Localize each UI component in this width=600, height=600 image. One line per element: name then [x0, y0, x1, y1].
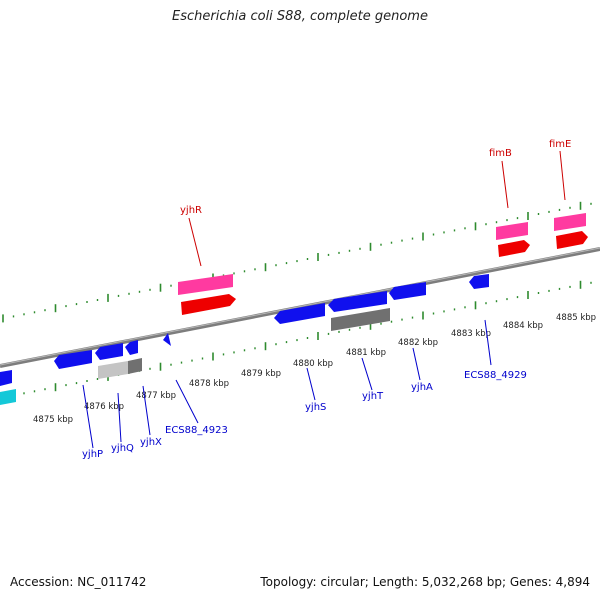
forward-gene-labels: yjhR fimB fimE	[180, 139, 571, 267]
gene-arrow-yjhX[interactable]	[125, 340, 138, 355]
gene-arrow-ECS88_4923[interactable]	[163, 333, 171, 346]
kbp-label: 4878 kbp	[189, 379, 229, 389]
pseudo-gene-yjhX[interactable]	[128, 358, 142, 374]
leader-line-yjhT	[361, 357, 373, 391]
kbp-label: 4877 kbp	[136, 391, 176, 401]
gene-label-yjhQ[interactable]: yjhQ	[111, 443, 134, 454]
kbp-label: 4883 kbp	[451, 329, 491, 339]
gene-arrow-fimB[interactable]	[498, 240, 530, 257]
gene-arrow-yjhP[interactable]	[54, 350, 92, 369]
lower-tick-track	[2, 280, 592, 402]
gene-label-yjhX[interactable]: yjhX	[140, 437, 162, 448]
kbp-label: 4882 kbp	[398, 338, 438, 348]
pseudo-gene-yjhT[interactable]	[331, 308, 390, 331]
reverse-gene-labels: yjhP yjhQ yjhX ECS88_4923 yjhS yjhT yjhA…	[82, 319, 527, 460]
gene-arrow-yjhT[interactable]	[328, 291, 387, 312]
leader-line-yjhS	[306, 367, 316, 401]
leader-line-fimE	[559, 150, 566, 201]
gene-arrow-yjhA[interactable]	[389, 282, 426, 300]
leader-line-yjhA	[412, 347, 421, 381]
kbp-scale-labels: 4875 kbp 4876 kbp 4877 kbp 4878 kbp 4879…	[33, 313, 596, 425]
gene-label-fimB[interactable]: fimB	[489, 148, 512, 159]
leader-line-ECS88_4929	[484, 319, 492, 366]
reverse-features	[0, 274, 489, 405]
gene-arrow-ECS88_4929[interactable]	[469, 274, 489, 289]
leader-line-yjhR	[188, 217, 202, 267]
leader-line-fimB	[501, 160, 509, 209]
leader-line-ECS88_4923	[175, 379, 199, 424]
genome-backbone-highlight	[0, 247, 600, 366]
leader-line-yjhP	[82, 384, 94, 449]
gene-bar-yjhR-cds[interactable]	[178, 274, 233, 295]
pseudo-gene-yjhQ[interactable]	[98, 361, 128, 379]
genome-summary-text: Topology: circular; Length: 5,032,268 bp…	[260, 575, 590, 589]
kbp-label: 4884 kbp	[503, 321, 543, 331]
gene-label-yjhS[interactable]: yjhS	[305, 402, 326, 413]
gene-arrow-left-edge-other[interactable]	[0, 389, 16, 405]
leader-line-yjhX	[142, 385, 151, 436]
gene-arrow-yjhR[interactable]	[181, 294, 236, 315]
gene-bar-fimE-cds[interactable]	[554, 213, 586, 231]
gene-arrow-left-edge[interactable]	[0, 370, 12, 386]
gene-label-yjhR[interactable]: yjhR	[180, 205, 202, 216]
kbp-label: 4879 kbp	[241, 369, 281, 379]
kbp-label: 4875 kbp	[33, 415, 73, 425]
kbp-label: 4885 kbp	[556, 313, 596, 323]
gene-label-yjhT[interactable]: yjhT	[362, 391, 384, 402]
genome-title: Escherichia coli S88, complete genome	[172, 9, 428, 24]
leader-line-yjhQ	[117, 392, 122, 443]
gene-bar-fimB-cds[interactable]	[496, 222, 528, 240]
gene-label-yjhA[interactable]: yjhA	[411, 382, 433, 393]
forward-features	[178, 213, 588, 315]
kbp-label: 4881 kbp	[346, 348, 386, 358]
gene-arrow-fimE[interactable]	[556, 231, 588, 249]
gene-label-yjhP[interactable]: yjhP	[82, 449, 103, 460]
accession-text: Accession: NC_011742	[10, 575, 147, 589]
kbp-label: 4880 kbp	[293, 359, 333, 369]
upper-tick-track	[2, 201, 592, 323]
kbp-label: 4876 kbp	[84, 402, 124, 412]
gene-label-ECS88_4923[interactable]: ECS88_4923	[165, 425, 228, 436]
gene-arrow-yjhS[interactable]	[274, 303, 325, 324]
gene-label-fimE[interactable]: fimE	[549, 139, 571, 150]
gene-label-ECS88_4929[interactable]: ECS88_4929	[464, 370, 527, 381]
gene-arrow-yjhQ[interactable]	[95, 343, 123, 360]
